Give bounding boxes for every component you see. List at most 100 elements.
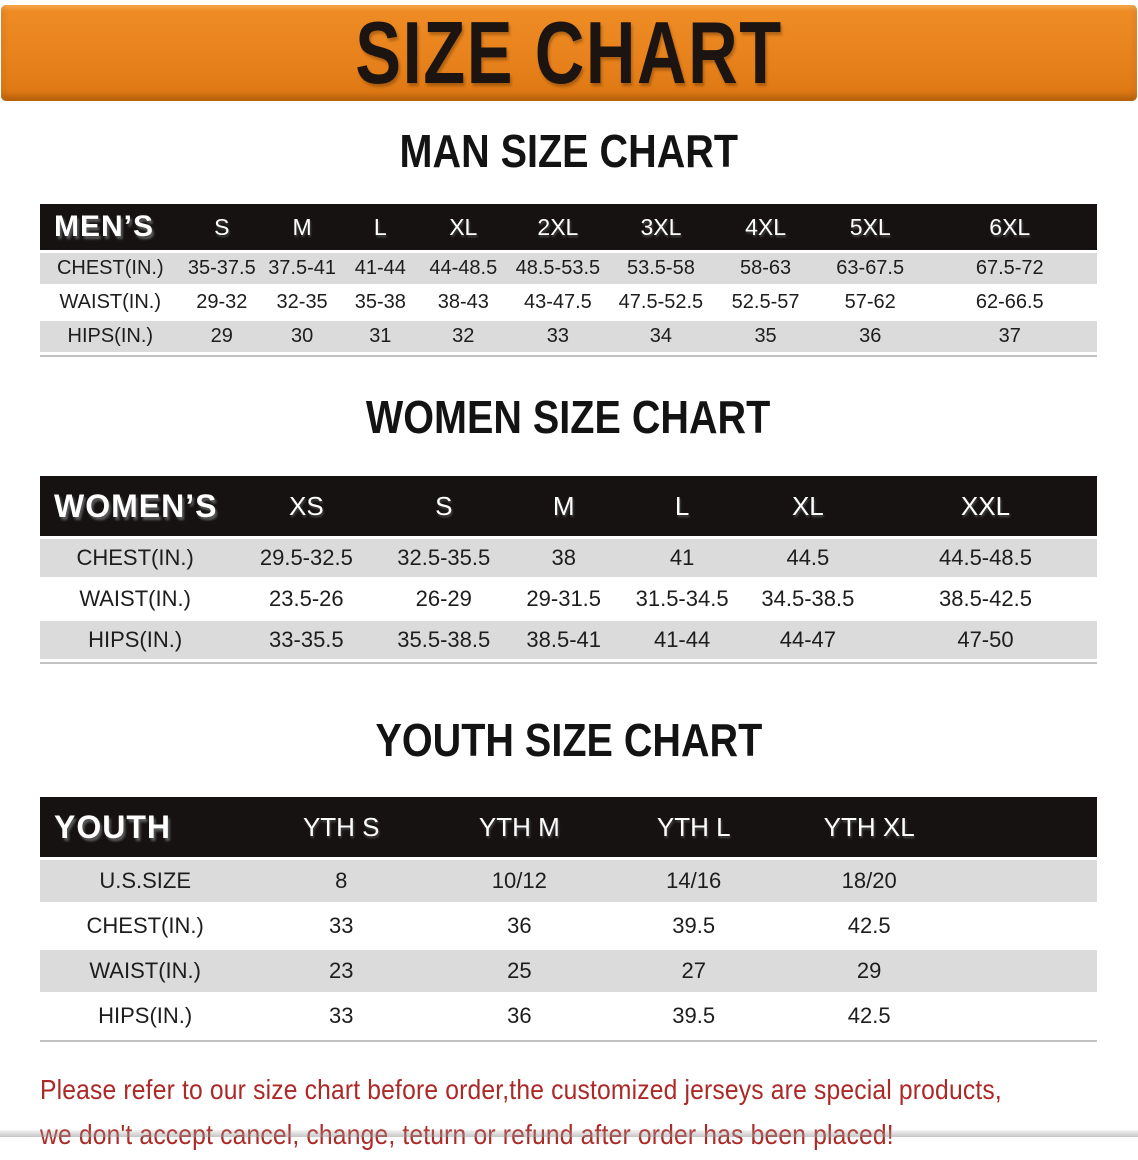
youth-section-heading: YOUTH SIZE CHART	[375, 714, 762, 766]
men-row-hips-in-: HIPS(IN.) 29 30 31 32 33 34 35 36 37	[40, 321, 1097, 355]
size-value-cell: 39.5	[606, 905, 781, 950]
row-label: WAIST(IN.)	[40, 950, 251, 995]
size-value-cell: 29	[780, 950, 958, 995]
men-size-table: MEN’S S M L XL 2XL 3XL 4XL 5XL 6XL CHEST(IN.) 35-37…	[40, 204, 1097, 357]
women-size-table: WOMEN’S XS S M L XL XXL CHEST(IN.) 29.5-32.5 32.5…	[40, 476, 1097, 664]
size-value-cell: 31	[341, 321, 420, 355]
size-value-cell: 27	[606, 950, 781, 995]
size-value-cell: 38.5-41	[505, 621, 623, 662]
size-value-cell: 33	[250, 905, 433, 950]
size-value-cell: 38-43	[419, 287, 508, 321]
men-column-5xl: 5XL	[817, 204, 923, 253]
size-value-cell: 44-48.5	[419, 253, 508, 287]
size-value-cell: 35.5-38.5	[382, 621, 506, 662]
women-size-section: WOMEN SIZE CHART WOMEN’S XS S M L XL XXL CHEST(I…	[40, 393, 1097, 664]
size-value-cell: 62-66.5	[922, 287, 1097, 321]
size-value-cell: 36	[432, 905, 607, 950]
size-value-cell: 10/12	[432, 860, 607, 905]
youth-column-yth-xl: YTH XL	[780, 797, 958, 860]
women-column-xs: XS	[230, 476, 383, 539]
size-value-cell: 63-67.5	[817, 253, 923, 287]
size-value-cell: 37.5-41	[263, 253, 342, 287]
men-column-xl: XL	[419, 204, 508, 253]
men-header-label: MEN’S	[40, 204, 181, 253]
banner-title: SIZE CHART	[355, 3, 783, 102]
youth-size-section: YOUTH SIZE CHART YOUTH YTH S YTH M YTH L YTH …	[40, 716, 1097, 1042]
men-header-row: MEN’S S M L XL 2XL 3XL 4XL 5XL 6XL	[40, 204, 1097, 253]
spacer-cell	[957, 905, 1097, 950]
size-value-cell: 38	[505, 539, 623, 580]
youth-row-hips-in-: HIPS(IN.) 33 36 39.5 42.5	[40, 995, 1097, 1040]
footer-note: Please refer to our size chart before or…	[0, 1070, 1138, 1160]
row-label: HIPS(IN.)	[40, 321, 181, 355]
women-row-waist-in-: WAIST(IN.) 23.5-26 26-29 29-31.5 31.5-34.5 34…	[40, 580, 1097, 621]
size-value-cell: 37	[922, 321, 1097, 355]
youth-row-u-s-size: U.S.SIZE 8 10/12 14/16 18/20	[40, 860, 1097, 905]
size-chart-banner: SIZE CHART	[1, 5, 1137, 101]
size-value-cell: 35-37.5	[180, 253, 264, 287]
size-value-cell: 18/20	[780, 860, 958, 905]
women-column-s: S	[382, 476, 506, 539]
men-column-s: S	[180, 204, 264, 253]
footer-line-2: we don't accept cancel, change, teturn o…	[40, 1115, 1138, 1160]
size-value-cell: 29-31.5	[505, 580, 623, 621]
size-value-cell: 43-47.5	[507, 287, 609, 321]
size-value-cell: 57-62	[817, 287, 923, 321]
men-column-6xl: 6XL	[922, 204, 1097, 253]
size-value-cell: 29.5-32.5	[230, 539, 383, 580]
size-value-cell: 23.5-26	[230, 580, 383, 621]
size-value-cell: 35	[713, 321, 818, 355]
row-label: CHEST(IN.)	[40, 253, 181, 287]
size-value-cell: 36	[817, 321, 923, 355]
women-section-heading: WOMEN SIZE CHART	[366, 391, 771, 443]
size-value-cell: 8	[250, 860, 433, 905]
size-value-cell: 31.5-34.5	[622, 580, 742, 621]
youth-column-yth-l: YTH L	[606, 797, 781, 860]
women-column-l: L	[622, 476, 742, 539]
row-label: U.S.SIZE	[40, 860, 251, 905]
size-value-cell: 32	[419, 321, 508, 355]
men-size-section: MAN SIZE CHART MEN’S S M L XL 2XL 3XL 4XL 5XL 6XL C…	[40, 127, 1097, 357]
men-column-4xl: 4XL	[713, 204, 818, 253]
women-column-xl: XL	[741, 476, 874, 539]
size-value-cell: 33	[507, 321, 609, 355]
size-value-cell: 47.5-52.5	[608, 287, 714, 321]
size-value-cell: 32-35	[263, 287, 342, 321]
size-value-cell: 35-38	[341, 287, 420, 321]
size-value-cell: 36	[432, 995, 607, 1040]
women-header-label: WOMEN’S	[40, 476, 231, 539]
size-value-cell: 42.5	[780, 995, 958, 1040]
footer-line-1: Please refer to our size chart before or…	[40, 1074, 1002, 1105]
size-value-cell: 41-44	[341, 253, 420, 287]
size-value-cell: 41	[622, 539, 742, 580]
youth-column-yth-m: YTH M	[432, 797, 607, 860]
size-value-cell: 52.5-57	[713, 287, 818, 321]
youth-row-waist-in-: WAIST(IN.) 23 25 27 29	[40, 950, 1097, 995]
youth-header-spacer	[957, 797, 1097, 860]
size-value-cell: 34.5-38.5	[741, 580, 874, 621]
men-column-3xl: 3XL	[608, 204, 714, 253]
size-value-cell: 67.5-72	[922, 253, 1097, 287]
size-value-cell: 48.5-53.5	[507, 253, 609, 287]
women-header-row: WOMEN’S XS S M L XL XXL	[40, 476, 1097, 539]
size-value-cell: 33	[250, 995, 433, 1040]
youth-header-row: YOUTH YTH S YTH M YTH L YTH XL	[40, 797, 1097, 860]
size-value-cell: 25	[432, 950, 607, 995]
size-value-cell: 39.5	[606, 995, 781, 1040]
size-value-cell: 44.5-48.5	[873, 539, 1097, 580]
size-value-cell: 41-44	[622, 621, 742, 662]
youth-size-table: YOUTH YTH S YTH M YTH L YTH XL U.S.SIZE 8 10/12…	[40, 797, 1097, 1042]
youth-column-yth-s: YTH S	[250, 797, 433, 860]
men-row-waist-in-: WAIST(IN.) 29-32 32-35 35-38 38-43 43-47.5 47.…	[40, 287, 1097, 321]
women-column-m: M	[505, 476, 623, 539]
spacer-cell	[957, 995, 1097, 1040]
size-value-cell: 53.5-58	[608, 253, 714, 287]
row-label: CHEST(IN.)	[40, 905, 251, 950]
row-label: WAIST(IN.)	[40, 580, 231, 621]
men-column-l: L	[341, 204, 420, 253]
size-value-cell: 23	[250, 950, 433, 995]
size-tables-container: MAN SIZE CHART MEN’S S M L XL 2XL 3XL 4XL 5XL 6XL C…	[0, 127, 1138, 1042]
size-value-cell: 29-32	[180, 287, 264, 321]
row-label: WAIST(IN.)	[40, 287, 181, 321]
size-value-cell: 30	[263, 321, 342, 355]
